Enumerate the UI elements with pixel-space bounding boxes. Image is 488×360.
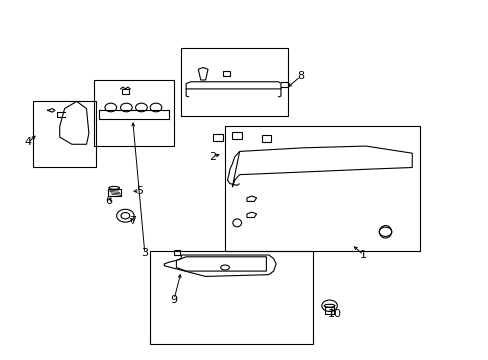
Text: 3: 3 bbox=[141, 248, 148, 258]
Text: 2: 2 bbox=[209, 152, 216, 162]
Text: 7: 7 bbox=[129, 216, 136, 226]
Text: 1: 1 bbox=[359, 250, 366, 260]
Text: 6: 6 bbox=[104, 197, 112, 206]
Text: 4: 4 bbox=[24, 138, 32, 148]
Text: 5: 5 bbox=[136, 186, 143, 196]
Text: 8: 8 bbox=[296, 71, 304, 81]
Text: 10: 10 bbox=[327, 309, 341, 319]
Text: 9: 9 bbox=[170, 295, 177, 305]
